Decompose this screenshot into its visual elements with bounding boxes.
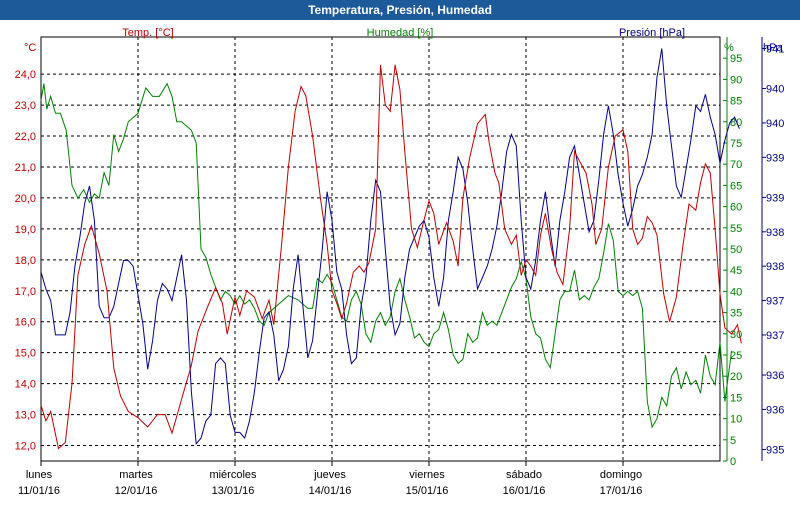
temp-tick-label: 12,0 xyxy=(15,441,36,453)
day-name-label: viernes xyxy=(409,469,445,481)
temp-tick-label: 13,0 xyxy=(15,410,36,422)
humidity-tick-label: 60 xyxy=(730,202,742,214)
pressure-tick-label: 938 xyxy=(766,227,784,239)
temp-tick-label: 15,0 xyxy=(15,348,36,360)
day-name-label: sábado xyxy=(506,469,542,481)
chart-area: 12,0 13,0 14,0 15,0 16,0 17,0 18,0 19,0 20,0 21,0… xyxy=(0,20,800,500)
chart-title: Temperatura, Presión, Humedad xyxy=(0,0,800,20)
humidity-tick-label: 90 xyxy=(730,74,742,86)
day-date-label: 15/01/16 xyxy=(406,485,449,497)
day-date-label: 11/01/16 xyxy=(18,485,60,497)
pressure-tick-label: 937 xyxy=(766,330,784,342)
humidity-tick-label: 50 xyxy=(730,244,742,256)
legend-pressure: Presión [hPa] xyxy=(619,27,685,39)
temp-tick-label: 21,0 xyxy=(15,162,36,174)
humidity-tick-label: 65 xyxy=(730,180,742,192)
temp-tick-label: 23,0 xyxy=(15,100,36,112)
humidity-tick-label: 55 xyxy=(730,223,742,235)
pressure-tick-label: 940 xyxy=(766,84,784,96)
day-date-label: 16/01/16 xyxy=(503,485,546,497)
day-date-label: 13/01/16 xyxy=(212,485,255,497)
humidity-tick-label: 40 xyxy=(730,286,742,298)
humidity-tick-label: 25 xyxy=(730,350,742,362)
pressure-tick-label: 938 xyxy=(766,261,784,273)
temp-tick-label: 24,0 xyxy=(15,69,36,81)
day-name-label: miércoles xyxy=(209,469,257,481)
day-name-label: jueves xyxy=(313,469,346,481)
temp-tick-label: 18,0 xyxy=(15,255,36,267)
humidity-unit-label: % xyxy=(724,42,734,54)
chart-svg: 12,0 13,0 14,0 15,0 16,0 17,0 18,0 19,0 20,0 21,0… xyxy=(15,27,785,497)
day-name-label: martes xyxy=(119,469,153,481)
day-date-label: 17/01/16 xyxy=(600,485,643,497)
day-date-label: 14/01/16 xyxy=(309,485,352,497)
humidity-tick-label: 70 xyxy=(730,159,742,171)
pressure-tick-label: 939 xyxy=(766,152,784,164)
legend-temperature: Temp. [°C] xyxy=(122,27,173,39)
pressure-tick-label: 936 xyxy=(766,404,784,416)
humidity-tick-label: 0 xyxy=(730,456,736,468)
day-date-label: 12/01/16 xyxy=(115,485,158,497)
temp-tick-label: 17,0 xyxy=(15,286,36,298)
humidity-tick-label: 15 xyxy=(730,392,742,404)
humidity-tick-label: 85 xyxy=(730,96,742,108)
temp-tick-label: 20,0 xyxy=(15,193,36,205)
day-name-label: lunes xyxy=(26,469,53,481)
humidity-tick-label: 45 xyxy=(730,265,742,277)
humidity-series-line xyxy=(40,82,733,429)
pressure-tick-label: 936 xyxy=(766,370,784,382)
pressure-tick-label: 940 xyxy=(766,118,784,130)
pressure-tick-label: 937 xyxy=(766,296,784,308)
humidity-tick-label: 10 xyxy=(730,414,742,426)
day-name-label: domingo xyxy=(600,469,642,481)
temp-tick-label: 16,0 xyxy=(15,317,36,329)
humidity-tick-label: 5 xyxy=(730,435,736,447)
humidity-tick-label: 75 xyxy=(730,138,742,150)
humidity-tick-label: 95 xyxy=(730,53,742,65)
temp-tick-label: 14,0 xyxy=(15,379,36,391)
pressure-series-line xyxy=(40,48,740,446)
humidity-tick-label: 35 xyxy=(730,308,742,320)
humidity-tick-label: 80 xyxy=(730,117,742,129)
temp-unit-label: °C xyxy=(24,42,36,54)
pressure-tick-label: 941 xyxy=(766,43,784,55)
pressure-unit-label: hPa xyxy=(763,42,783,54)
temp-tick-label: 22,0 xyxy=(15,131,36,143)
legend-humidity: Humedad [%] xyxy=(367,27,434,39)
plot-frame xyxy=(40,36,721,462)
pressure-tick-label: 935 xyxy=(766,445,784,457)
humidity-tick-label: 20 xyxy=(730,371,742,383)
temp-tick-label: 19,0 xyxy=(15,224,36,236)
temperature-series-line xyxy=(40,64,742,450)
pressure-tick-label: 939 xyxy=(766,192,784,204)
